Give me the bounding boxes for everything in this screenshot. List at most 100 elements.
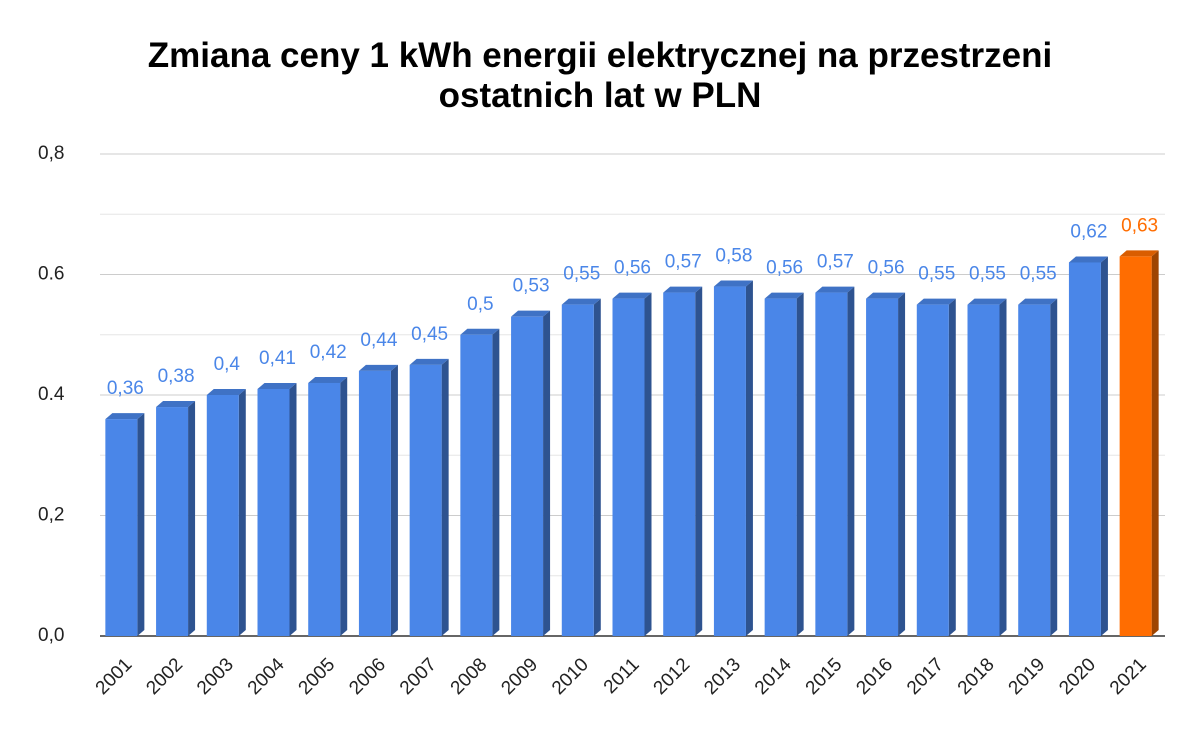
x-tick-label: 2007 — [396, 654, 441, 699]
bar — [1119, 256, 1152, 636]
y-tick-label: 0,2 — [38, 505, 64, 526]
bar-top — [511, 310, 551, 317]
bar — [358, 370, 391, 636]
bar-side — [745, 280, 753, 636]
value-label: 0,38 — [158, 366, 195, 387]
bar-top — [866, 292, 906, 299]
y-tick-label: 0,8 — [38, 143, 64, 164]
x-tick-label: 2005 — [295, 654, 340, 699]
bar-side — [137, 413, 145, 636]
x-tick-label: 2013 — [700, 654, 745, 699]
value-label: 0,63 — [1121, 215, 1158, 236]
bar-side — [390, 364, 398, 636]
bar-top — [156, 401, 196, 408]
bar-side — [898, 292, 906, 636]
bar — [1018, 304, 1051, 636]
bar-side — [543, 310, 551, 636]
x-tick-label: 2021 — [1106, 654, 1151, 699]
value-label: 0,57 — [817, 252, 854, 273]
bar-side — [441, 358, 449, 636]
value-label: 0,56 — [766, 258, 803, 279]
x-tick-label: 2016 — [852, 654, 897, 699]
bar — [460, 334, 493, 636]
bar — [916, 304, 949, 636]
y-tick-label: 0.6 — [38, 264, 64, 285]
bar-side — [340, 376, 348, 636]
value-label: 0,36 — [107, 378, 144, 399]
value-label: 0,56 — [868, 258, 905, 279]
bar-side — [1050, 298, 1058, 636]
bar-top — [308, 376, 348, 383]
bar-top — [206, 389, 246, 395]
x-tick-label: 2002 — [142, 654, 187, 699]
value-label: 0,57 — [665, 252, 702, 273]
bar-side — [1151, 250, 1159, 637]
x-tick-label: 2006 — [345, 654, 390, 699]
bar — [612, 298, 645, 636]
bar — [257, 388, 290, 636]
bar-top — [105, 413, 145, 420]
bar-side — [289, 382, 297, 636]
value-label: 0,53 — [513, 276, 550, 297]
bar-top — [409, 358, 449, 365]
value-label: 0,62 — [1070, 221, 1107, 242]
x-tick-label: 2015 — [802, 654, 847, 699]
bar-side — [593, 298, 601, 636]
bar-side — [948, 298, 956, 636]
x-tick-label: 2010 — [548, 654, 593, 699]
x-tick-label: 2003 — [193, 654, 238, 699]
bar-side — [796, 292, 804, 636]
y-tick-label: 0.4 — [38, 384, 65, 405]
bar-top — [663, 286, 703, 293]
x-tick-label: 2008 — [447, 654, 492, 699]
bar-top — [764, 292, 804, 299]
bar — [967, 304, 1000, 636]
bar-side — [238, 389, 246, 636]
chart-title: Zmiana ceny 1 kWh energii elektrycznej n… — [147, 36, 1053, 115]
bar-side — [492, 328, 500, 636]
value-label: 0,4 — [214, 354, 241, 375]
bar-top — [561, 298, 601, 305]
value-label: 0,45 — [411, 324, 448, 345]
bar-top — [257, 382, 297, 389]
value-label: 0,44 — [360, 330, 397, 351]
x-tick-label: 2001 — [92, 654, 137, 699]
value-label: 0,55 — [918, 264, 955, 285]
bar — [764, 298, 797, 636]
x-tick-label: 2014 — [751, 654, 796, 699]
bar-top — [916, 298, 956, 305]
x-tick-label: 2011 — [600, 654, 644, 698]
bar — [308, 382, 341, 636]
bar-top — [612, 292, 652, 299]
bar-side — [644, 292, 652, 636]
bar — [409, 364, 442, 636]
bar-top — [713, 280, 753, 287]
x-tick-label: 2009 — [497, 654, 542, 699]
bar — [156, 407, 189, 636]
value-label: 0,5 — [467, 294, 493, 315]
value-label: 0,41 — [259, 348, 296, 369]
bar — [105, 419, 138, 636]
bar — [866, 298, 899, 636]
bar — [815, 292, 848, 636]
bar-top — [460, 328, 500, 335]
bar — [206, 395, 239, 636]
bar — [663, 292, 696, 636]
bar — [561, 304, 594, 636]
bar — [713, 286, 746, 636]
x-tick-label: 2020 — [1055, 654, 1100, 699]
bar-top — [1119, 250, 1159, 257]
bar-top — [358, 364, 398, 371]
y-tick-label: 0,0 — [38, 625, 64, 646]
value-label: 0,58 — [715, 246, 752, 267]
bar-side — [999, 298, 1007, 636]
value-label: 0,42 — [310, 342, 347, 363]
value-label: 0,55 — [563, 264, 600, 285]
x-tick-label: 2012 — [650, 654, 695, 699]
value-label: 0,55 — [969, 264, 1006, 285]
bar — [1068, 262, 1101, 636]
x-tick-label: 2004 — [244, 654, 289, 699]
x-tick-label: 2019 — [1005, 654, 1050, 699]
